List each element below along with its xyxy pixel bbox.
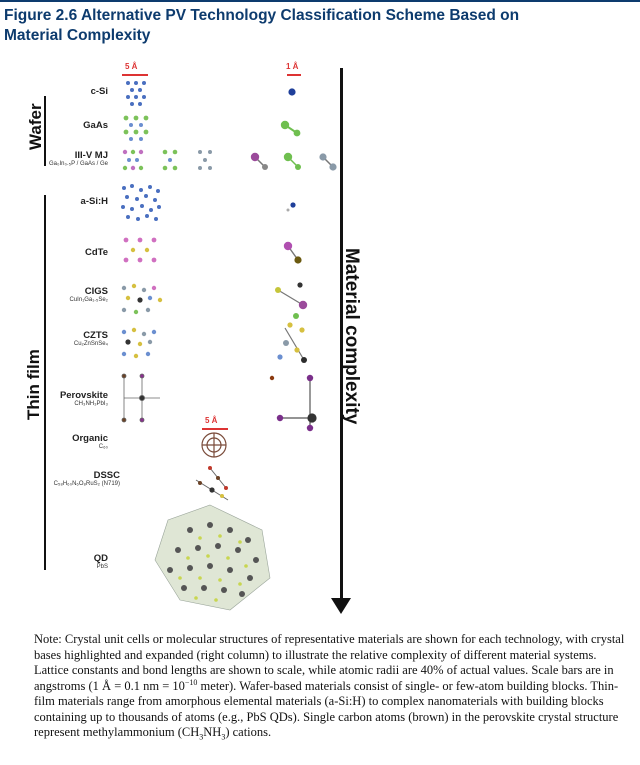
scale-bar-right <box>287 74 301 76</box>
material-label-cigs: CIGS CuIn₁Ga₁.₅Se₂ <box>69 286 108 303</box>
material-label-c-si: c-Si <box>90 86 108 97</box>
scale-label-right: 1 Å <box>286 62 299 71</box>
material-label-dssc: DSSC C₅₈H₆₀N₆O₈RuS₂ (N719) <box>53 470 120 487</box>
note-subscript-1: 3 <box>199 732 204 742</box>
material-label-gaas: GaAs <box>83 120 108 131</box>
dssc-molecule <box>195 466 229 501</box>
wafer-bracket <box>44 96 46 166</box>
title-rule <box>0 0 640 2</box>
complexity-axis-arrowhead <box>331 598 351 614</box>
figure-title: Figure 2.6 Alternative PV Technology Cla… <box>4 6 604 46</box>
gaas-lattice <box>123 115 149 141</box>
figure-title-line1: Figure 2.6 Alternative PV Technology Cla… <box>4 7 520 24</box>
material-label-czts: CZTS Cu₂ZnSnSe₄ <box>73 330 108 347</box>
figure-note: Note: Crystal unit cells or molecular st… <box>34 632 634 741</box>
figure-title-line2: Material Complexity <box>4 27 151 44</box>
structures-illustration <box>121 81 337 611</box>
note-text: Note: Crystal unit cells or molecular st… <box>34 632 625 693</box>
cdte-lattice <box>123 237 157 263</box>
material-label-qd: QD PbS <box>93 553 108 570</box>
perovskite-lattice <box>121 373 160 423</box>
note-text-end: ) cations. <box>225 725 272 739</box>
czts-lattice <box>121 327 157 359</box>
c-si-lattice <box>126 81 146 106</box>
scale-bar-organic <box>202 428 228 430</box>
scale-label-organic: 5 Å <box>205 416 218 425</box>
c60-molecule <box>201 432 227 458</box>
scale-label-left: 5 Å <box>125 62 138 71</box>
scale-bar-left <box>122 74 148 76</box>
note-text-cont: meter). Wafer-based materials consist of… <box>34 678 619 740</box>
a-si-h-lattice <box>121 184 161 221</box>
material-label-cdte: CdTe <box>84 247 108 258</box>
complexity-axis-label: Material complexity <box>341 248 362 425</box>
right-column-bases <box>250 88 337 432</box>
material-label-a-si-h: a-Si:H <box>80 196 108 207</box>
iii-v-mj-lattice <box>122 149 212 171</box>
pbs-quantum-dot <box>154 504 271 611</box>
complexity-axis-line <box>340 68 343 608</box>
note-text-mid: NH <box>203 725 222 739</box>
note-exponent: −10 <box>184 677 198 687</box>
note-subscript-2: 3 <box>221 732 226 742</box>
thin-film-bracket <box>44 195 46 570</box>
material-label-iii-v-mj: III-V MJ Ga₀In₀.₅P / GaAs / Ge <box>49 150 108 167</box>
material-label-perovskite: Perovskite CH₃NH₃PbI₃ <box>59 390 108 407</box>
cigs-lattice <box>121 283 163 315</box>
material-label-organic: Organic C₆₀ <box>72 433 108 450</box>
